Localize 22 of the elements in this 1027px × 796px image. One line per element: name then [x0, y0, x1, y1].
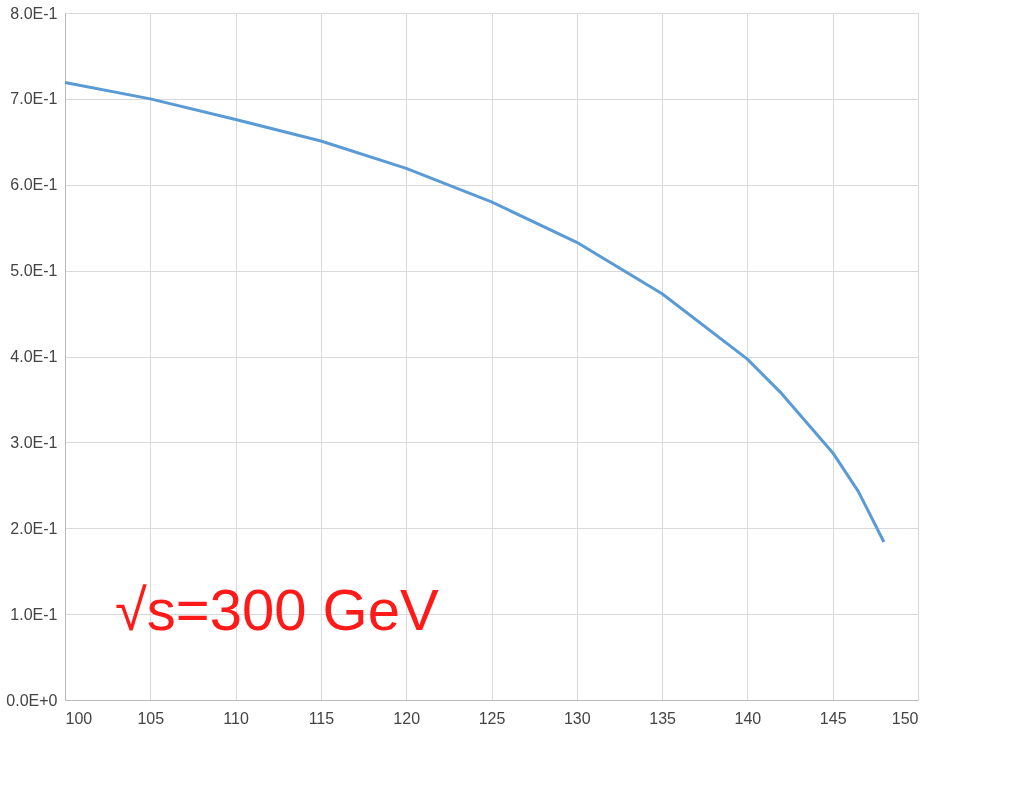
annotation: √s=300 GeV [115, 577, 439, 642]
line-series [63, 81, 886, 544]
y-tick-label: 6.0E-1 [10, 176, 58, 194]
x-tick-label: 120 [393, 709, 421, 727]
x-tick-label: 105 [137, 709, 165, 727]
x-tick-label: 100 [65, 709, 93, 727]
x-tick-label: 125 [478, 709, 506, 727]
y-tick-label: 2.0E-1 [10, 519, 58, 537]
y-tick-label: 0.0E+0 [6, 691, 58, 709]
y-tick-label: 1.0E-1 [10, 605, 58, 623]
x-tick-label: 135 [649, 709, 677, 727]
x-tick-label: 110 [223, 709, 249, 727]
x-tick-label: 140 [734, 709, 762, 727]
y-tick-label: 4.0E-1 [10, 348, 58, 365]
x-tick-label: 145 [819, 709, 847, 727]
x-tick-label: 115 [308, 709, 335, 727]
x-tick-label: 130 [563, 709, 591, 727]
y-tick-label: 8.0E-1 [10, 4, 58, 22]
x-tick-label: 150 [891, 709, 919, 727]
y-tick-label: 5.0E-1 [10, 262, 58, 280]
y-tick-label: 7.0E-1 [10, 90, 58, 108]
y-tick-label: 3.0E-1 [10, 433, 58, 451]
